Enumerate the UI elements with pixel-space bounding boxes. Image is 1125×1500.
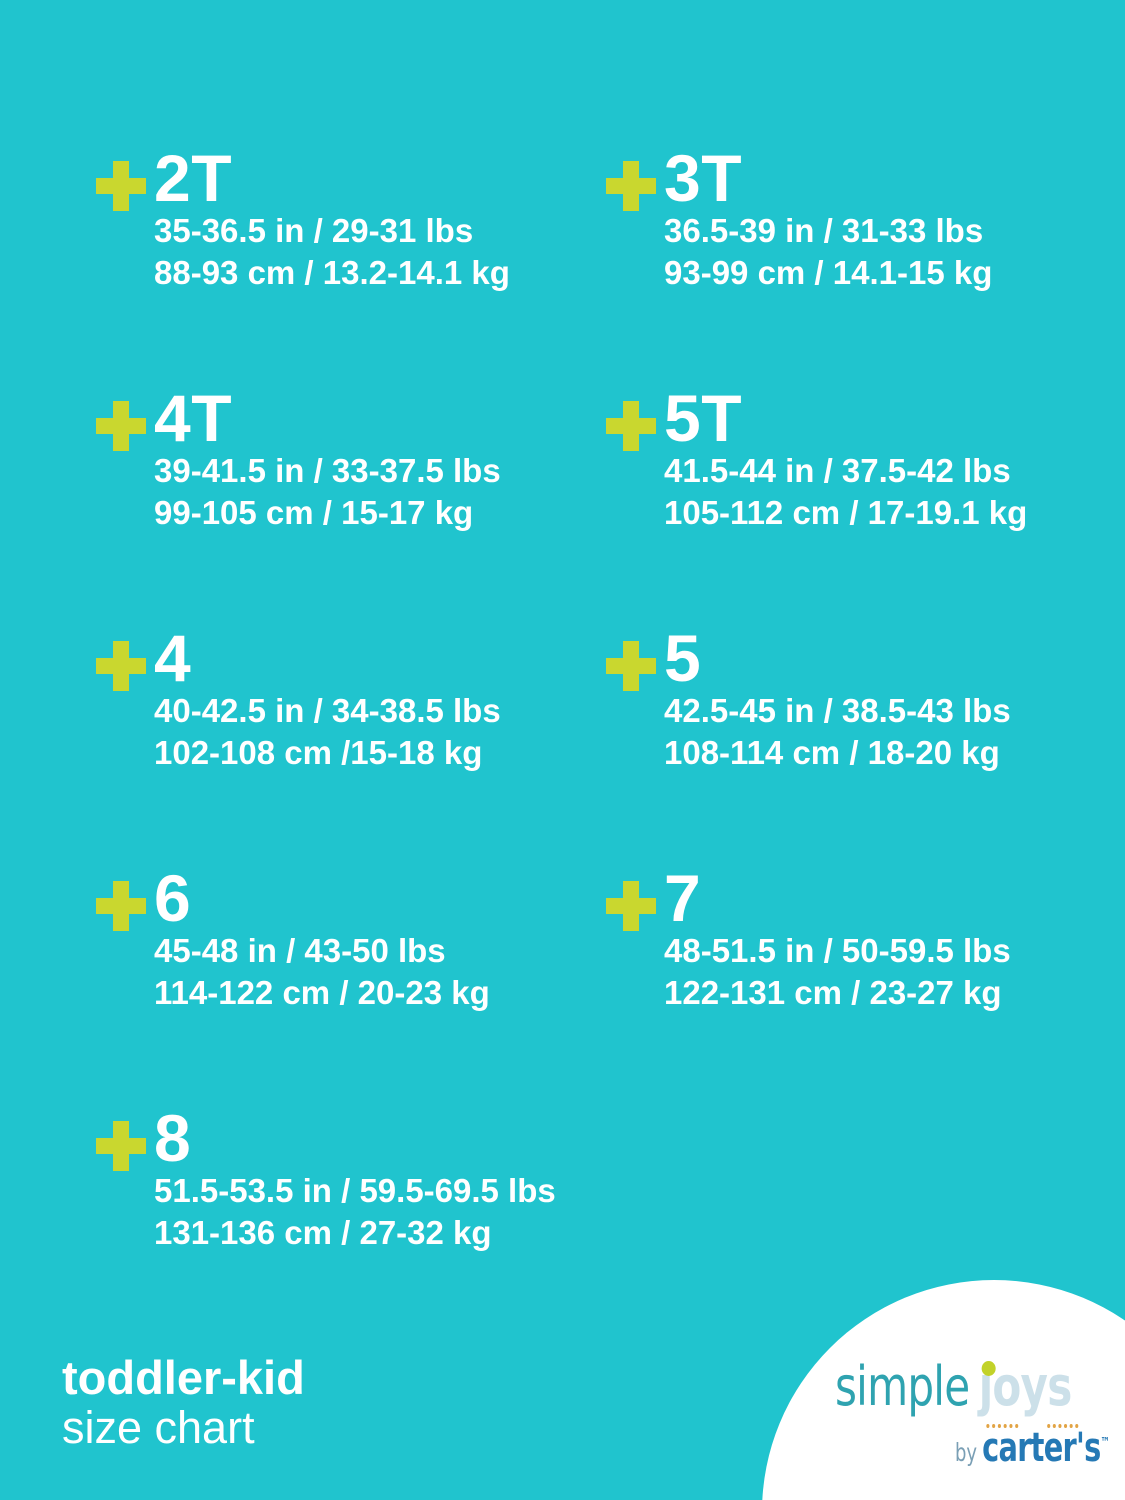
- logo-by-text: by: [955, 1438, 978, 1467]
- size-range-metric: 108-114 cm / 18-20 kg: [664, 734, 1000, 771]
- trademark-symbol: ™: [1100, 1435, 1110, 1451]
- size-label: 5: [664, 621, 702, 695]
- size-label: 5T: [664, 381, 743, 455]
- size-range-metric: 114-122 cm / 20-23 kg: [154, 974, 490, 1011]
- size-label: 3T: [664, 141, 743, 215]
- j-dot-icon: [981, 1361, 996, 1376]
- size-range-imperial: 36.5-39 in / 31-33 lbs: [664, 212, 984, 249]
- plus-icon: [96, 641, 146, 691]
- stitch-dots-icon: [986, 1424, 1019, 1428]
- size-entry-text: 2T 35-36.5 in / 29-31 lbs 88-93 cm / 13.…: [154, 141, 510, 294]
- size-entry: 5 42.5-45 in / 38.5-43 lbs 108-114 cm / …: [606, 621, 1086, 870]
- size-label: 7: [664, 861, 702, 935]
- size-range-metric: 102-108 cm /15-18 kg: [154, 734, 483, 771]
- size-range-imperial: 42.5-45 in / 38.5-43 lbs: [664, 692, 1011, 729]
- logo-joys-text: ȷoys: [979, 1360, 1079, 1428]
- plus-icon: [96, 401, 146, 451]
- size-range-metric: 93-99 cm / 14.1-15 kg: [664, 254, 993, 291]
- logo-simple-text: simple: [835, 1355, 970, 1418]
- size-entry-text: 4 40-42.5 in / 34-38.5 lbs 102-108 cm /1…: [154, 621, 501, 774]
- plus-icon: [606, 161, 656, 211]
- plus-icon: [96, 1121, 146, 1171]
- size-entry-text: 5T 41.5-44 in / 37.5-42 lbs 105-112 cm /…: [664, 381, 1028, 534]
- size-entry-text: 6 45-48 in / 43-50 lbs 114-122 cm / 20-2…: [154, 861, 490, 1014]
- size-entry-text: 4T 39-41.5 in / 33-37.5 lbs 99-105 cm / …: [154, 381, 501, 534]
- size-entry: 4 40-42.5 in / 34-38.5 lbs 102-108 cm /1…: [96, 621, 606, 870]
- size-entry-text: 5 42.5-45 in / 38.5-43 lbs 108-114 cm / …: [664, 621, 1011, 774]
- size-entry: 3T 36.5-39 in / 31-33 lbs 93-99 cm / 14.…: [606, 141, 1086, 390]
- plus-icon: [606, 401, 656, 451]
- size-entry: 6 45-48 in / 43-50 lbs 114-122 cm / 20-2…: [96, 861, 606, 1110]
- size-entry: 5T 41.5-44 in / 37.5-42 lbs 105-112 cm /…: [606, 381, 1086, 630]
- size-range-imperial: 40-42.5 in / 34-38.5 lbs: [154, 692, 501, 729]
- size-label: 8: [154, 1101, 192, 1175]
- size-entry-text: 8 51.5-53.5 in / 59.5-69.5 lbs 131-136 c…: [154, 1101, 556, 1254]
- stitch-dots-icon: [1047, 1424, 1079, 1428]
- size-entry-text: 7 48-51.5 in / 50-59.5 lbs 122-131 cm / …: [664, 861, 1011, 1014]
- brand-logo-circle: simple ȷoys by carter's™: [762, 1280, 1125, 1500]
- plus-icon: [96, 161, 146, 211]
- size-label: 4T: [154, 381, 233, 455]
- size-range-imperial: 41.5-44 in / 37.5-42 lbs: [664, 452, 1011, 489]
- brand-byline: by carter's™: [955, 1425, 1110, 1471]
- plus-icon: [96, 881, 146, 931]
- chart-title-type: size chart: [62, 1402, 255, 1453]
- size-range-metric: 88-93 cm / 13.2-14.1 kg: [154, 254, 510, 291]
- size-entry: 7 48-51.5 in / 50-59.5 lbs 122-131 cm / …: [606, 861, 1086, 1110]
- plus-icon: [606, 641, 656, 691]
- size-grid: 2T 35-36.5 in / 29-31 lbs 88-93 cm / 13.…: [96, 141, 1086, 1350]
- logo-carters-text: carter's™: [982, 1425, 1110, 1471]
- size-label: 6: [154, 861, 192, 935]
- carters-word: carter's: [982, 1425, 1101, 1471]
- size-range-imperial: 35-36.5 in / 29-31 lbs: [154, 212, 474, 249]
- chart-title-category: toddler-kid: [62, 1351, 305, 1404]
- size-range-imperial: 39-41.5 in / 33-37.5 lbs: [154, 452, 501, 489]
- size-label: 2T: [154, 141, 233, 215]
- size-entry: 8 51.5-53.5 in / 59.5-69.5 lbs 131-136 c…: [96, 1101, 606, 1350]
- size-entry: 2T 35-36.5 in / 29-31 lbs 88-93 cm / 13.…: [96, 141, 606, 390]
- size-label: 4: [154, 621, 192, 695]
- size-range-imperial: 51.5-53.5 in / 59.5-69.5 lbs: [154, 1172, 556, 1209]
- size-entry-text: 3T 36.5-39 in / 31-33 lbs 93-99 cm / 14.…: [664, 141, 993, 294]
- size-range-metric: 99-105 cm / 15-17 kg: [154, 494, 474, 531]
- size-range-metric: 105-112 cm / 17-19.1 kg: [664, 494, 1028, 531]
- size-range-imperial: 48-51.5 in / 50-59.5 lbs: [664, 932, 1011, 969]
- size-range-metric: 122-131 cm / 23-27 kg: [664, 974, 1002, 1011]
- size-range-imperial: 45-48 in / 43-50 lbs: [154, 932, 446, 969]
- plus-icon: [606, 881, 656, 931]
- size-entry: 4T 39-41.5 in / 33-37.5 lbs 99-105 cm / …: [96, 381, 606, 630]
- brand-logo-wordmark: simple ȷoys: [835, 1355, 1079, 1428]
- chart-title: toddler-kid size chart: [62, 1352, 305, 1452]
- size-range-metric: 131-136 cm / 27-32 kg: [154, 1214, 492, 1251]
